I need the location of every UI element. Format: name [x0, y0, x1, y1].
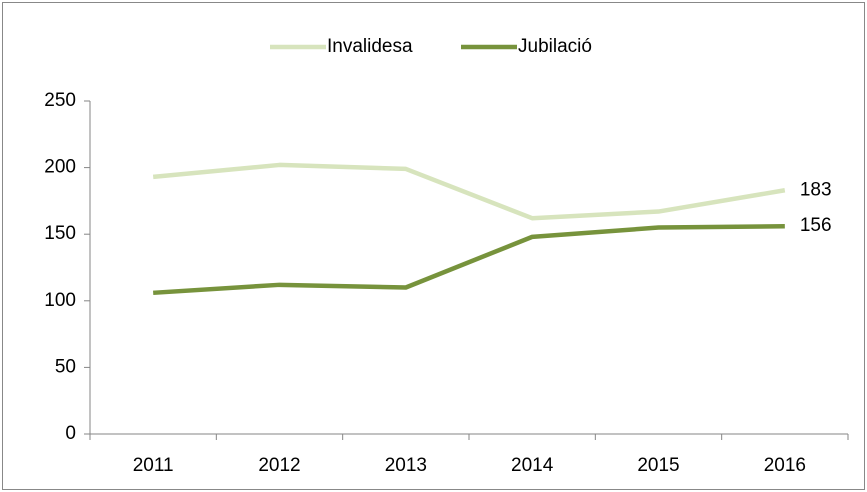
data-label: 183	[800, 179, 832, 200]
x-tick-label: 2012	[258, 455, 300, 476]
x-tick-label: 2014	[511, 455, 554, 476]
x-tick-label: 2011	[133, 455, 174, 476]
x-tick-label: 2016	[764, 455, 806, 476]
legend-label: Invalidesa	[327, 36, 413, 57]
series-line	[153, 223, 785, 296]
y-tick-label: 150	[44, 223, 76, 244]
legend-label: Jubilació	[518, 36, 592, 57]
y-tick-label: 250	[44, 90, 76, 111]
y-tick-label: 200	[44, 157, 76, 178]
series-line	[152, 162, 786, 221]
x-tick-label: 2013	[385, 455, 427, 476]
y-tick-label: 50	[55, 356, 76, 377]
y-tick-label: 0	[65, 423, 76, 444]
data-label: 156	[800, 215, 832, 236]
x-tick-label: 2015	[637, 455, 679, 476]
y-tick-label: 100	[44, 290, 76, 311]
